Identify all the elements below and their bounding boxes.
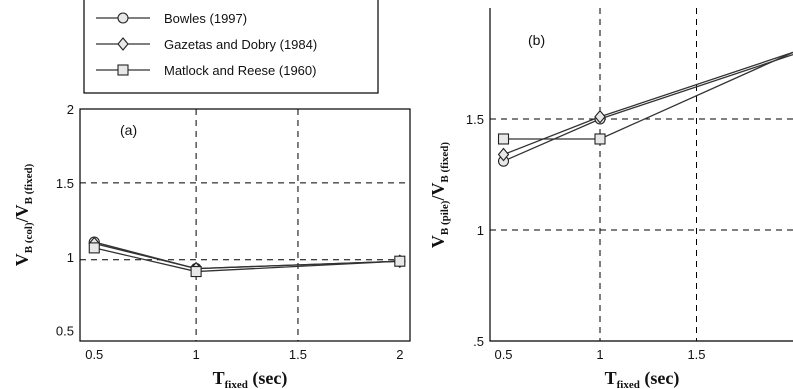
panel-b-y-tick-label: 1.5 <box>466 112 484 127</box>
panel-b-series-line-circle <box>503 54 793 162</box>
panel-b-tick-labels: 0.5 1 1.5 .5 1 1.5 <box>466 112 706 362</box>
panel-a-x-tick-label: 0.5 <box>85 347 103 362</box>
panel-a-y-tick-label: 1.5 <box>56 176 74 191</box>
panel-b-series <box>497 51 793 167</box>
panel-b-axes <box>489 8 793 342</box>
panel-a-x-tick-label: 1.5 <box>289 347 307 362</box>
panel-b-gridlines <box>490 8 793 341</box>
panel-b-x-tick-label: 1.5 <box>687 347 705 362</box>
panel-b-y-axis-title: VB (pile)/VB (fixed) <box>428 142 451 249</box>
panel-a-y-tick-label: 1 <box>67 250 74 265</box>
panel-b-y-tick-label: .5 <box>473 334 484 349</box>
panel-a-x-tick-label: 2 <box>396 347 403 362</box>
legend-entries: Bowles (1997) Gazetas and Dobry (1984) Mat… <box>96 11 317 78</box>
panel-b-x-tick-label: 1 <box>596 347 603 362</box>
panel-b-x-axis-title: Tfixed (sec) <box>605 368 680 389</box>
panel-b-label: (b) <box>528 32 545 48</box>
panel-a-series <box>88 236 406 278</box>
panel-a-tick-labels: 0.5 1 1.5 2 0.5 1 1.5 2 <box>56 102 404 362</box>
panel-b-point-diamond <box>594 109 606 124</box>
legend-square-marker <box>117 64 129 76</box>
panel-a-x-axis-title: Tfixed (sec) <box>213 368 288 389</box>
legend-diamond-marker <box>117 37 129 51</box>
panel-a-point-square <box>88 242 100 254</box>
panel-b-chart: 0.5 1 1.5 .5 1 1.5 (b) Tfixed (sec) VB (pile)… <box>428 8 793 389</box>
legend-label: Gazetas and Dobry (1984) <box>164 37 317 52</box>
panel-a-point-square <box>190 265 202 278</box>
panel-a-y-tick-label: 0.5 <box>56 324 74 339</box>
legend: Bowles (1997) Gazetas and Dobry (1984) Mat… <box>83 0 379 94</box>
panel-a-series-line-diamond <box>94 242 400 270</box>
panel-b-point-square <box>594 133 606 145</box>
legend-label: Bowles (1997) <box>164 11 247 26</box>
panel-a-chart: 0.5 1 1.5 2 0.5 1 1.5 2 (a) Tfixed (sec) VB (co… <box>12 102 411 389</box>
panel-a-y-tick-label: 2 <box>67 102 74 117</box>
panel-b-series-line-square <box>503 51 793 140</box>
panel-a-plot-frame <box>79 108 411 342</box>
panel-b-y-tick-label: 1 <box>477 223 484 238</box>
legend-circle-marker <box>117 12 129 24</box>
legend-box <box>83 0 379 94</box>
legend-label: Matlock and Reese (1960) <box>164 63 316 78</box>
panel-a-x-tick-label: 1 <box>192 347 199 362</box>
panel-a-gridlines <box>80 109 410 341</box>
panel-a-y-axis-title: VB (col)/VB (fixed) <box>12 163 35 266</box>
panel-a-label: (a) <box>120 122 137 138</box>
panel-a-point-square <box>394 255 406 267</box>
panel-b-point-square <box>497 133 510 145</box>
panel-b-point-diamond <box>497 147 510 162</box>
panel-b-x-tick-label: 0.5 <box>494 347 512 362</box>
